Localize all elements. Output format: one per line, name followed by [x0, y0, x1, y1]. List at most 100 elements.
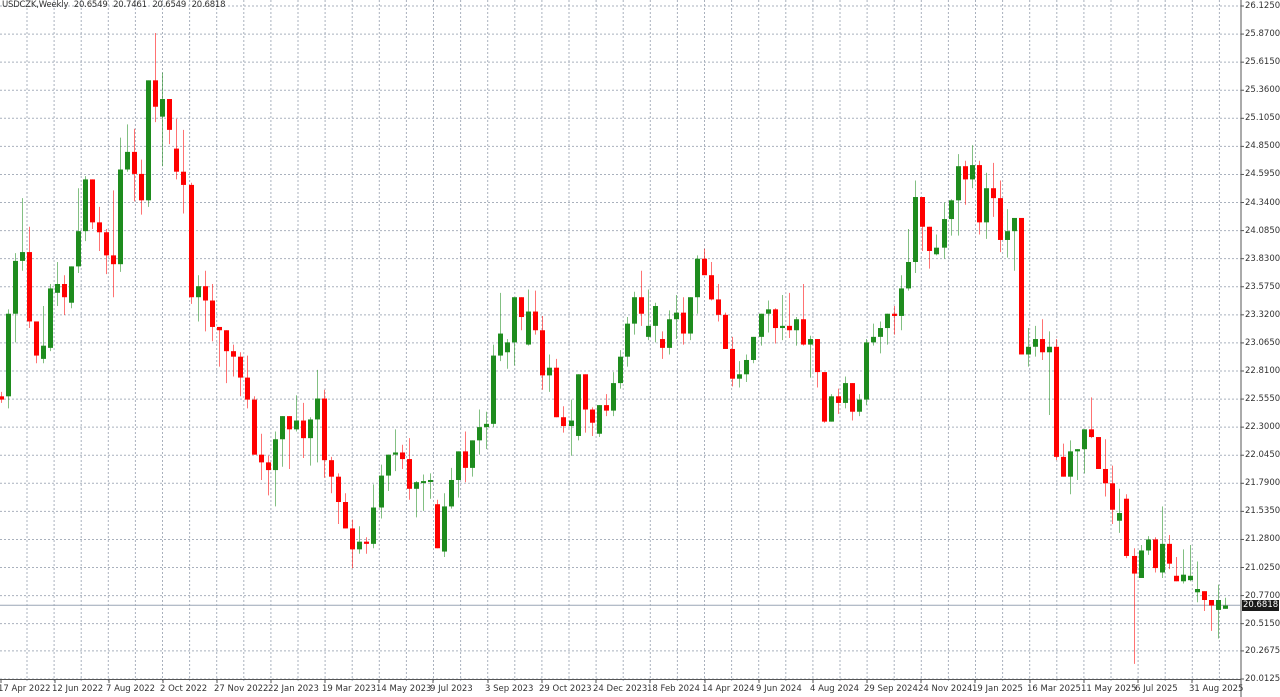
bear-candle[interactable]: [773, 308, 778, 344]
bull-candle[interactable]: [653, 302, 658, 343]
bear-candle[interactable]: [660, 331, 665, 359]
bear-candle[interactable]: [104, 228, 109, 275]
bull-candle[interactable]: [1068, 440, 1073, 495]
bull-candle[interactable]: [273, 431, 278, 507]
bear-candle[interactable]: [533, 290, 538, 335]
bear-candle[interactable]: [231, 344, 236, 377]
bear-candle[interactable]: [927, 226, 932, 269]
bull-candle[interactable]: [1033, 325, 1038, 357]
bear-candle[interactable]: [1054, 339, 1059, 461]
bull-candle[interactable]: [76, 188, 81, 273]
bull-candle[interactable]: [1146, 536, 1151, 555]
bull-candle[interactable]: [1216, 584, 1221, 639]
bull-candle[interactable]: [899, 275, 904, 331]
bear-candle[interactable]: [245, 355, 250, 409]
bear-candle[interactable]: [132, 128, 137, 202]
bull-candle[interactable]: [20, 198, 25, 271]
bull-candle[interactable]: [569, 399, 574, 456]
bear-candle[interactable]: [224, 330, 229, 384]
bear-candle[interactable]: [329, 456, 334, 494]
bear-candle[interactable]: [892, 306, 897, 335]
bear-candle[interactable]: [723, 312, 728, 349]
bull-candle[interactable]: [843, 376, 848, 409]
bear-candle[interactable]: [787, 292, 792, 338]
bull-candle[interactable]: [1160, 506, 1165, 578]
bear-candle[interactable]: [1061, 443, 1066, 477]
bull-candle[interactable]: [69, 266, 74, 309]
bull-candle[interactable]: [751, 336, 756, 364]
bear-candle[interactable]: [920, 197, 925, 251]
bear-candle[interactable]: [62, 275, 67, 315]
bull-candle[interactable]: [1012, 217, 1017, 271]
bear-candle[interactable]: [217, 326, 222, 367]
bull-candle[interactable]: [766, 300, 771, 333]
bull-candle[interactable]: [625, 317, 630, 367]
bear-candle[interactable]: [1209, 600, 1214, 631]
bear-candle[interactable]: [991, 162, 996, 217]
bull-candle[interactable]: [618, 350, 623, 389]
bull-candle[interactable]: [871, 323, 876, 346]
bull-candle[interactable]: [949, 199, 954, 236]
bull-candle[interactable]: [55, 261, 60, 307]
bull-candle[interactable]: [934, 234, 939, 256]
bull-candle[interactable]: [526, 289, 531, 346]
bear-candle[interactable]: [730, 336, 735, 387]
bull-candle[interactable]: [1026, 328, 1031, 367]
bear-candle[interactable]: [822, 372, 827, 423]
bull-candle[interactable]: [125, 124, 130, 172]
bull-candle[interactable]: [41, 306, 46, 364]
bull-candle[interactable]: [576, 374, 581, 441]
bear-candle[interactable]: [435, 499, 440, 549]
bull-candle[interactable]: [146, 80, 151, 207]
bear-candle[interactable]: [554, 358, 559, 418]
bear-candle[interactable]: [850, 383, 855, 421]
bull-candle[interactable]: [794, 317, 799, 346]
bull-candle[interactable]: [1223, 597, 1228, 609]
bull-candle[interactable]: [477, 409, 482, 455]
bull-candle[interactable]: [611, 372, 616, 417]
bull-candle[interactable]: [315, 369, 320, 463]
bear-candle[interactable]: [836, 388, 841, 414]
bull-candle[interactable]: [1075, 449, 1080, 480]
bear-candle[interactable]: [1040, 319, 1045, 360]
bull-candle[interactable]: [386, 454, 391, 492]
bull-candle[interactable]: [428, 473, 433, 499]
bull-candle[interactable]: [196, 275, 201, 322]
bear-candle[interactable]: [977, 160, 982, 235]
bear-candle[interactable]: [0, 391, 4, 403]
bull-candle[interactable]: [942, 202, 947, 259]
bull-candle[interactable]: [759, 313, 764, 346]
bear-candle[interactable]: [97, 206, 102, 251]
bull-candle[interactable]: [393, 429, 398, 472]
bear-candle[interactable]: [1202, 591, 1207, 612]
bear-candle[interactable]: [801, 284, 806, 346]
bull-candle[interactable]: [1181, 549, 1186, 584]
bull-candle[interactable]: [442, 493, 447, 558]
bear-candle[interactable]: [709, 261, 714, 301]
bull-candle[interactable]: [913, 180, 918, 273]
bear-candle[interactable]: [287, 416, 292, 469]
bear-candle[interactable]: [34, 321, 39, 364]
bear-candle[interactable]: [583, 374, 588, 433]
bull-candle[interactable]: [505, 339, 510, 369]
bull-candle[interactable]: [695, 255, 700, 314]
bull-candle[interactable]: [491, 344, 496, 428]
bear-candle[interactable]: [1019, 217, 1024, 355]
bear-candle[interactable]: [815, 339, 820, 388]
bear-candle[interactable]: [407, 438, 412, 500]
bear-candle[interactable]: [1132, 548, 1137, 664]
bull-candle[interactable]: [632, 291, 637, 335]
bull-candle[interactable]: [294, 395, 299, 432]
bull-candle[interactable]: [1117, 488, 1122, 533]
bull-candle[interactable]: [667, 310, 672, 355]
bear-candle[interactable]: [519, 297, 524, 331]
bear-candle[interactable]: [463, 431, 468, 483]
bear-candle[interactable]: [681, 297, 686, 345]
bull-candle[interactable]: [956, 154, 961, 236]
bear-candle[interactable]: [322, 389, 327, 478]
bear-candle[interactable]: [301, 402, 306, 458]
bear-candle[interactable]: [139, 159, 144, 215]
bull-candle[interactable]: [1082, 429, 1087, 474]
bull-candle[interactable]: [449, 467, 454, 509]
